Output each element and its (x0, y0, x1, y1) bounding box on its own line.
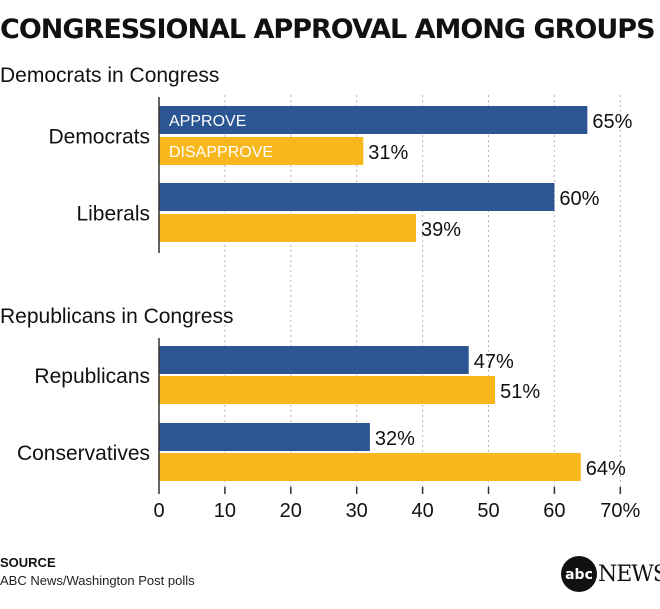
data-label: 51% (500, 381, 540, 403)
panel-title: Republicans in Congress (0, 305, 233, 328)
x-tick-label: 50 (477, 500, 499, 522)
category-label: Liberals (76, 203, 150, 226)
data-label: 64% (586, 458, 626, 480)
x-tick-label: 40 (411, 500, 433, 522)
data-label: 31% (368, 142, 408, 164)
data-label: 39% (421, 219, 461, 241)
approve-bar (159, 423, 370, 451)
disapprove-bar (159, 214, 417, 242)
svg-text:abc: abc (565, 567, 593, 583)
data-label: 60% (559, 188, 599, 210)
legend-approve: APPROVE (169, 113, 246, 130)
x-tick-label: 30 (346, 500, 368, 522)
source-text: ABC News/Washington Post polls (0, 573, 195, 588)
disapprove-bar (159, 137, 364, 165)
category-label: Republicans (34, 365, 150, 388)
chart-title: CONGRESSIONAL APPROVAL AMONG GROUPS (0, 14, 656, 45)
category-label: Conservatives (17, 442, 150, 465)
data-label: 32% (375, 428, 415, 450)
source-label: SOURCE (0, 555, 56, 570)
x-tick-label: 70% (600, 500, 640, 522)
approve-bar (159, 346, 469, 374)
x-tick-label: 0 (153, 500, 164, 522)
disapprove-bar (159, 376, 496, 404)
data-label: 47% (474, 351, 514, 373)
legend-disapprove: DISAPPROVE (169, 144, 273, 161)
abc-news-logo: abc NEWS (560, 553, 660, 595)
x-tick-label: 10 (214, 500, 236, 522)
category-label: Democrats (48, 126, 150, 149)
panel-title: Democrats in Congress (0, 64, 219, 87)
approve-bar (159, 106, 588, 134)
x-tick-label: 60 (543, 500, 565, 522)
disapprove-bar (159, 453, 581, 481)
x-tick-label: 20 (280, 500, 302, 522)
data-label: 65% (592, 111, 632, 133)
approve-bar (159, 183, 555, 211)
